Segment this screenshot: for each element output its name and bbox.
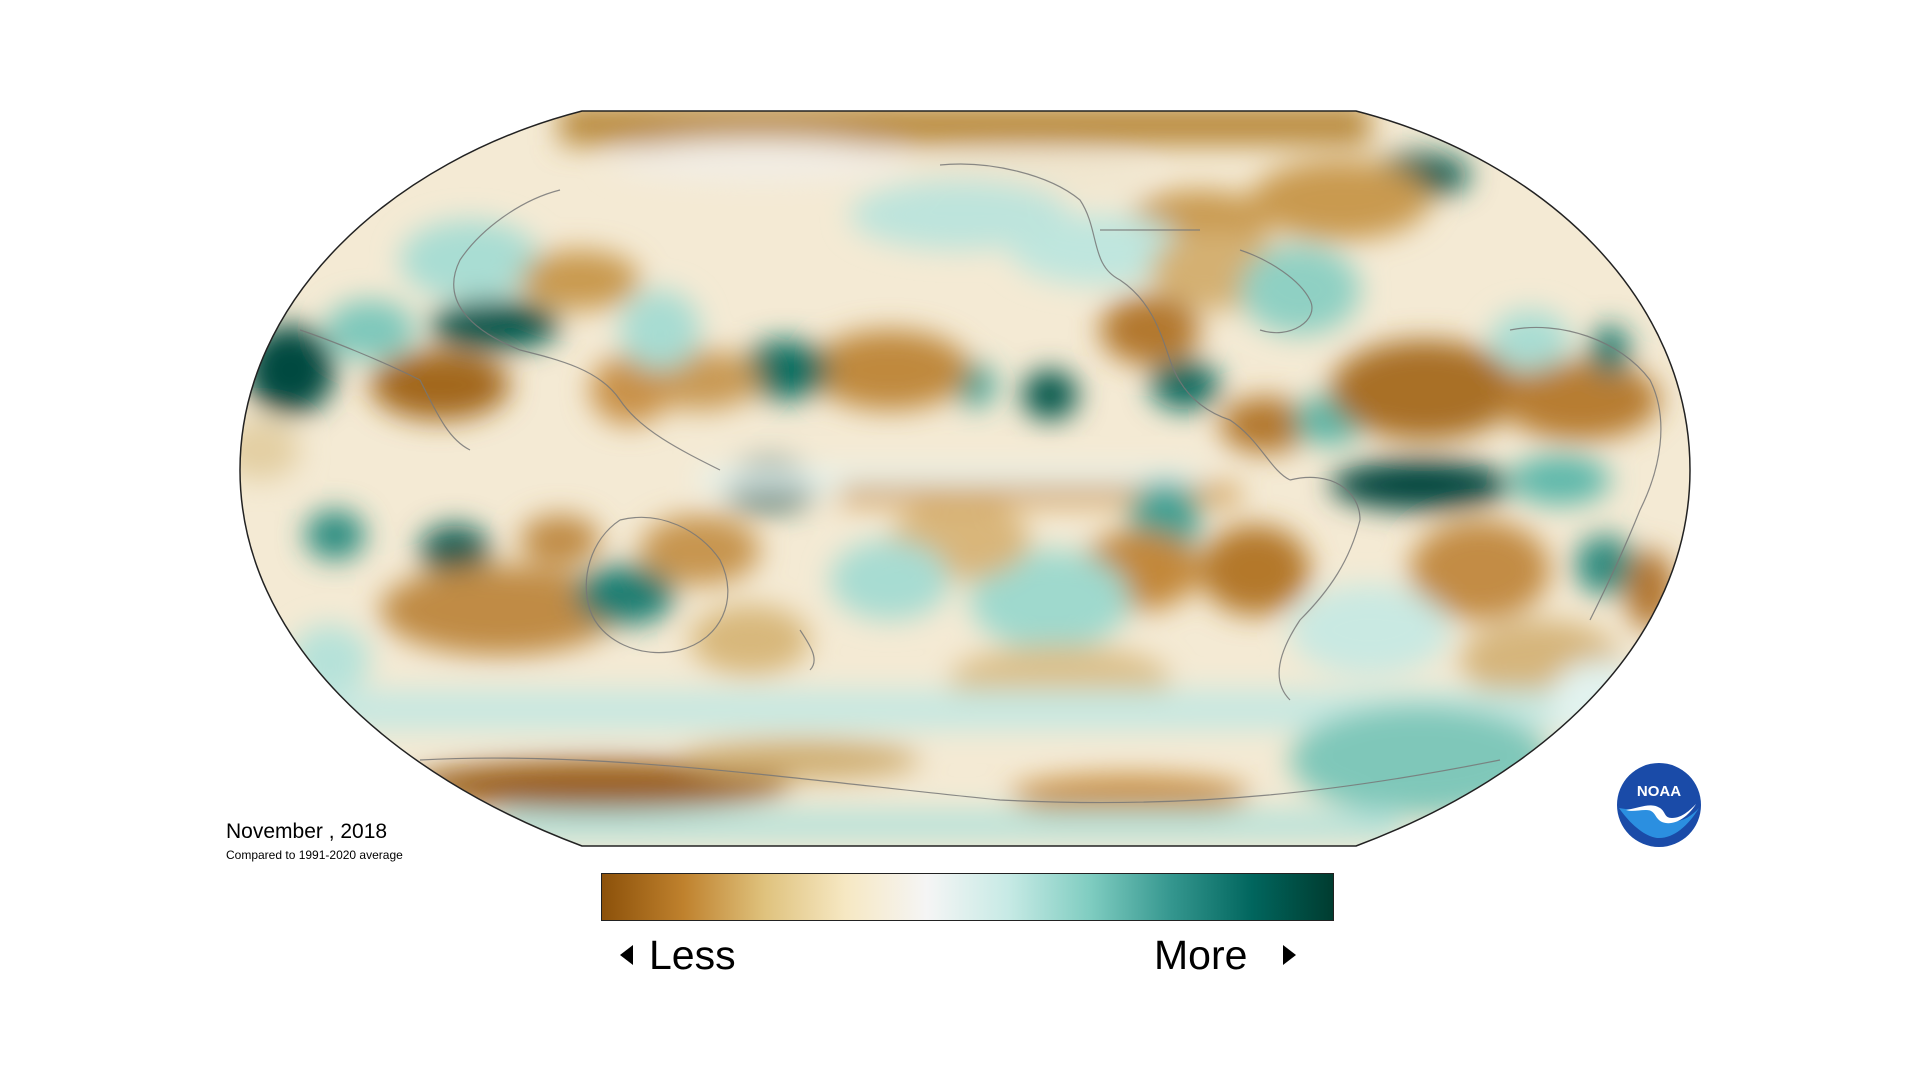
noaa-logo: NOAA — [1617, 763, 1701, 847]
coastlines — [299, 163, 1662, 804]
arrow-right-icon — [1283, 945, 1297, 965]
legend-colorbar — [601, 873, 1334, 921]
legend-low-label: Less — [649, 931, 736, 978]
noaa-gull-icon — [1626, 804, 1696, 824]
anomaly-field — [240, 111, 1690, 846]
noaa-logo-lower — [1619, 805, 1699, 838]
arrow-left-icon — [620, 945, 633, 965]
map-date-title: November , 2018 — [226, 820, 388, 843]
map-baseline-subtitle: Compared to 1991-2020 average — [226, 848, 403, 862]
legend-high-label: More — [1154, 931, 1248, 978]
legend-low-group: Less — [620, 930, 736, 980]
anomaly-blobs — [240, 111, 1690, 840]
legend-high-group: More — [1154, 930, 1297, 980]
globe-outline — [239, 110, 1691, 847]
noaa-logo-text: NOAA — [1637, 783, 1681, 800]
